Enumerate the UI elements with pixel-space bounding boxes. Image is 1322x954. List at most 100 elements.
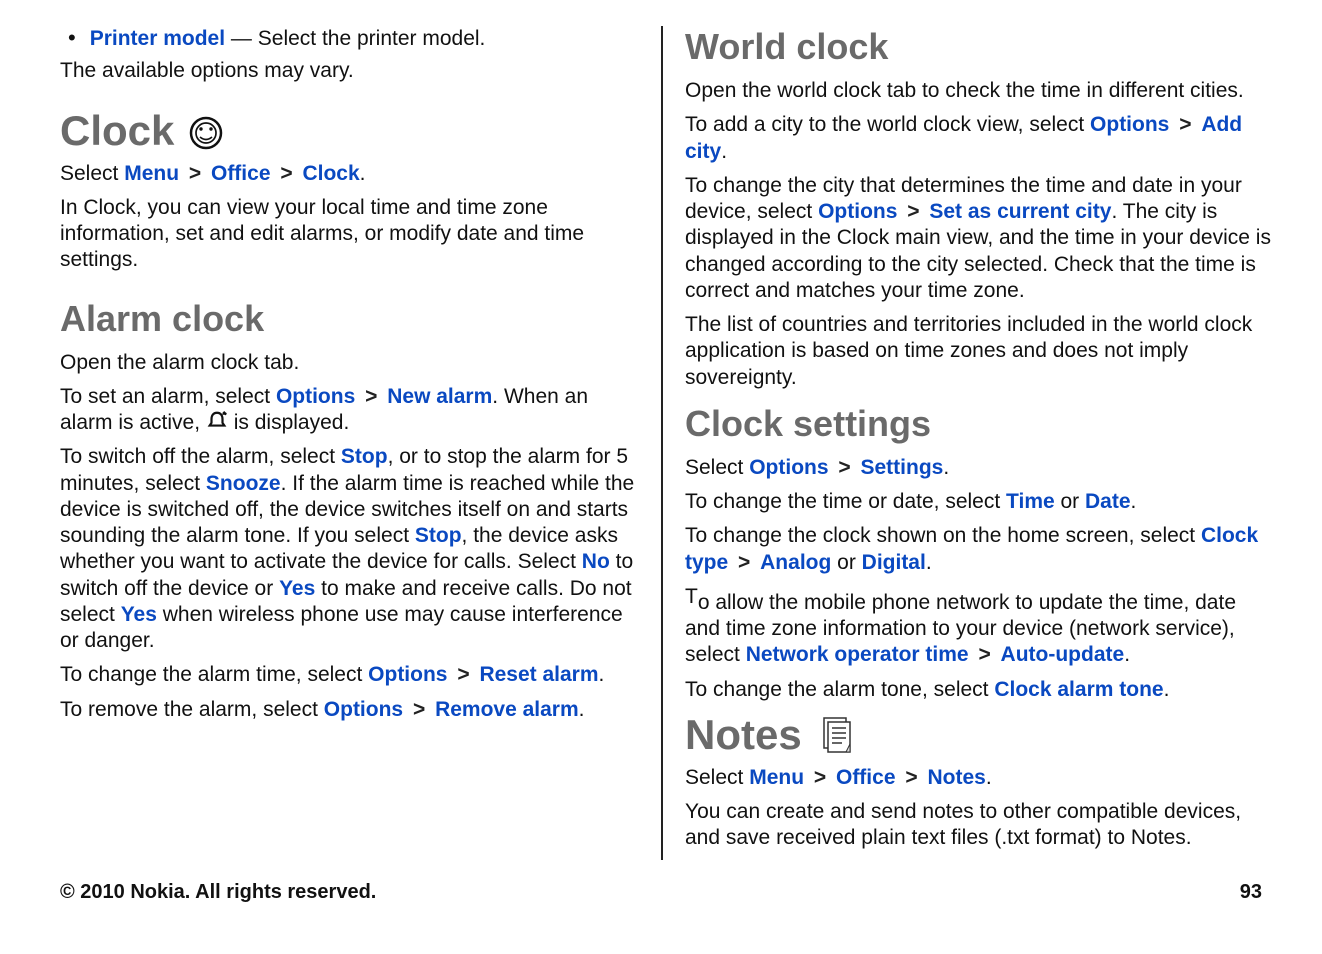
period: . xyxy=(943,456,949,479)
world-clock-change-paragraph: To change the city that determines the t… xyxy=(685,173,1272,304)
alarm-set-paragraph: To set an alarm, select Options > New al… xyxy=(60,384,641,437)
text: To change the alarm tone, select xyxy=(685,678,994,701)
auto-update-link: Auto-update xyxy=(1001,643,1125,666)
alarm-clock-heading: Alarm clock xyxy=(60,298,641,340)
clock-intro: In Clock, you can view your local time a… xyxy=(60,195,641,274)
snooze-link: Snooze xyxy=(206,472,281,495)
office-link: Office xyxy=(211,162,271,185)
menu-link: Menu xyxy=(749,766,804,789)
breadcrumb-sep: > xyxy=(974,643,994,666)
options-link: Options xyxy=(324,698,403,721)
breadcrumb-sep: > xyxy=(361,385,381,408)
right-column: World clock Open the world clock tab to … xyxy=(661,26,1272,860)
printer-model-desc: Select the printer model. xyxy=(258,27,486,50)
world-clock-heading: World clock xyxy=(685,26,1272,68)
notes-icon xyxy=(816,714,856,756)
page-number: 93 xyxy=(1240,881,1262,904)
breadcrumb-sep: > xyxy=(185,162,205,185)
analog-link: Analog xyxy=(760,551,831,574)
text: To switch off the alarm, select xyxy=(60,445,341,468)
office-link: Office xyxy=(836,766,896,789)
alarm-open-tab: Open the alarm clock tab. xyxy=(60,350,641,376)
no-link: No xyxy=(582,550,610,573)
breadcrumb-sep: > xyxy=(810,766,830,789)
period: . xyxy=(599,663,605,686)
notes-intro: You can create and send notes to other c… xyxy=(685,799,1272,852)
digital-link: Digital xyxy=(862,551,926,574)
select-label: Select xyxy=(685,766,749,789)
settings-link: Settings xyxy=(860,456,943,479)
breadcrumb-sep: > xyxy=(1175,113,1195,136)
alarm-change-paragraph: To change the alarm time, select Options… xyxy=(60,662,641,688)
set-current-city-link: Set as current city xyxy=(929,200,1111,223)
yes-link: Yes xyxy=(279,577,315,600)
period: . xyxy=(1124,643,1130,666)
world-clock-open: Open the world clock tab to check the ti… xyxy=(685,78,1272,104)
stop-link: Stop xyxy=(341,445,388,468)
time-date-paragraph: To change the time or date, select Time … xyxy=(685,489,1272,515)
text: To set an alarm, select xyxy=(60,385,276,408)
menu-link: Menu xyxy=(124,162,179,185)
options-link: Options xyxy=(276,385,355,408)
text: is displayed. xyxy=(234,411,350,434)
breadcrumb-sep: > xyxy=(453,663,473,686)
options-link: Options xyxy=(368,663,447,686)
dropcap-t: T xyxy=(685,585,698,608)
alarm-tone-paragraph: To change the alarm tone, select Clock a… xyxy=(685,677,1272,703)
reset-alarm-link: Reset alarm xyxy=(479,663,598,686)
select-label: Select xyxy=(685,456,749,479)
clock-alarm-tone-link: Clock alarm tone xyxy=(994,678,1163,701)
notes-link: Notes xyxy=(927,766,985,789)
clock-heading: Clock xyxy=(60,107,641,155)
clock-type-paragraph: To change the clock shown on the home sc… xyxy=(685,523,1272,576)
date-link: Date xyxy=(1085,490,1131,513)
breadcrumb-sep: > xyxy=(834,456,854,479)
yes-link: Yes xyxy=(121,603,157,626)
notes-heading: Notes xyxy=(685,711,1272,759)
select-label: Select xyxy=(60,162,124,185)
world-clock-note: The list of countries and territories in… xyxy=(685,312,1272,391)
breadcrumb-sep: > xyxy=(276,162,296,185)
notes-path: Select Menu > Office > Notes. xyxy=(685,765,1272,791)
alarm-switch-paragraph: To switch off the alarm, select Stop, or… xyxy=(60,444,641,654)
text: or xyxy=(831,551,861,574)
dash-separator: — xyxy=(231,27,258,50)
time-link: Time xyxy=(1006,490,1055,513)
options-link: Options xyxy=(749,456,828,479)
text: To remove the alarm, select xyxy=(60,698,324,721)
breadcrumb-sep: > xyxy=(409,698,429,721)
clock-settings-path: Select Options > Settings. xyxy=(685,455,1272,481)
bullet-icon: • xyxy=(68,26,90,50)
notes-heading-text: Notes xyxy=(685,711,802,759)
options-link: Options xyxy=(1090,113,1169,136)
period: . xyxy=(579,698,585,721)
left-column: • Printer model — Select the printer mod… xyxy=(50,26,661,860)
text: To change the alarm time, select xyxy=(60,663,368,686)
clock-heading-text: Clock xyxy=(60,107,174,155)
page: • Printer model — Select the printer mod… xyxy=(0,0,1322,954)
bullet-text: Printer model — Select the printer model… xyxy=(90,26,486,52)
period: . xyxy=(926,551,932,574)
copyright-text: © 2010 Nokia. All rights reserved. xyxy=(60,881,376,904)
page-footer: © 2010 Nokia. All rights reserved. 93 xyxy=(0,881,1322,904)
text: To add a city to the world clock view, s… xyxy=(685,113,1090,136)
network-time-paragraph: To allow the mobile phone network to upd… xyxy=(685,584,1272,669)
period: . xyxy=(721,140,727,163)
period: . xyxy=(1164,678,1170,701)
stop-link: Stop xyxy=(415,524,462,547)
world-clock-add-paragraph: To add a city to the world clock view, s… xyxy=(685,112,1272,165)
text: or xyxy=(1055,490,1085,513)
clock-settings-heading: Clock settings xyxy=(685,403,1272,445)
clock-link: Clock xyxy=(302,162,359,185)
remove-alarm-link: Remove alarm xyxy=(435,698,579,721)
period: . xyxy=(360,162,366,185)
period: . xyxy=(986,766,992,789)
alarm-remove-paragraph: To remove the alarm, select Options > Re… xyxy=(60,697,641,723)
text: To change the time or date, select xyxy=(685,490,1006,513)
options-may-vary: The available options may vary. xyxy=(60,58,641,84)
network-operator-time-link: Network operator time xyxy=(746,643,969,666)
printer-model-link: Printer model xyxy=(90,27,225,50)
clock-icon xyxy=(188,113,224,149)
breadcrumb-sep: > xyxy=(903,200,923,223)
alarm-bell-icon xyxy=(206,410,228,432)
